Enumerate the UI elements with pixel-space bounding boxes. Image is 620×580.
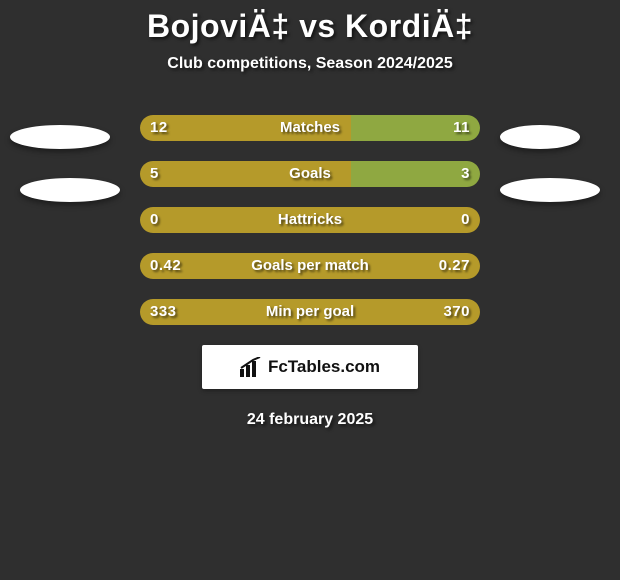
stat-value-left: 0.42 bbox=[150, 253, 181, 279]
stat-bar-left bbox=[140, 207, 480, 233]
bar-chart-icon bbox=[240, 357, 262, 377]
stat-value-left: 333 bbox=[150, 299, 177, 325]
player-ellipse-left bbox=[20, 178, 120, 202]
stat-bar-left bbox=[140, 161, 351, 187]
stat-bar-left bbox=[140, 115, 351, 141]
stat-value-right: 0.27 bbox=[439, 253, 470, 279]
stat-value-right: 11 bbox=[453, 115, 470, 141]
page-subtitle: Club competitions, Season 2024/2025 bbox=[0, 55, 620, 73]
source-badge-text: FcTables.com bbox=[268, 357, 380, 377]
footer-date: 24 february 2025 bbox=[0, 411, 620, 429]
source-badge: FcTables.com bbox=[202, 345, 418, 389]
stat-bar-left bbox=[140, 253, 480, 279]
stat-bar-track bbox=[140, 253, 480, 279]
stat-row: 0.420.27Goals per match bbox=[0, 253, 620, 279]
stat-row: 333370Min per goal bbox=[0, 299, 620, 325]
player-ellipse-right bbox=[500, 125, 580, 149]
stat-value-right: 370 bbox=[443, 299, 470, 325]
page-title: BojoviÄ‡ vs KordiÄ‡ bbox=[0, 8, 620, 45]
infographic-root: BojoviÄ‡ vs KordiÄ‡ Club competitions, S… bbox=[0, 0, 620, 429]
stat-row: 00Hattricks bbox=[0, 207, 620, 233]
stat-bar-track bbox=[140, 299, 480, 325]
stat-value-right: 0 bbox=[461, 207, 470, 233]
stat-bar-track bbox=[140, 115, 480, 141]
player-ellipse-left bbox=[10, 125, 110, 149]
stat-value-left: 5 bbox=[150, 161, 159, 187]
stat-value-left: 12 bbox=[150, 115, 168, 141]
stat-value-left: 0 bbox=[150, 207, 159, 233]
stat-bar-track bbox=[140, 161, 480, 187]
stat-value-right: 3 bbox=[461, 161, 470, 187]
stat-bar-left bbox=[140, 299, 480, 325]
player-ellipse-right bbox=[500, 178, 600, 202]
stat-bar-track bbox=[140, 207, 480, 233]
